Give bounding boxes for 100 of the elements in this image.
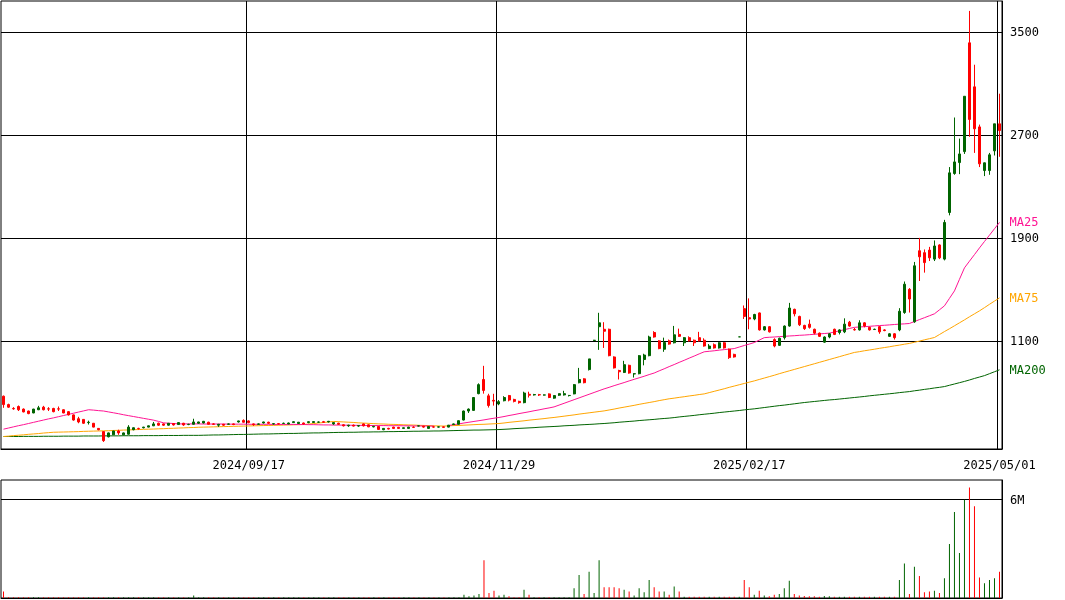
candlestick bbox=[372, 425, 375, 428]
candlestick bbox=[57, 406, 60, 412]
candlestick bbox=[382, 427, 385, 431]
candlestick bbox=[232, 423, 235, 426]
series-label: MA25 bbox=[1009, 215, 1039, 230]
candlestick bbox=[708, 343, 711, 350]
candlestick bbox=[798, 315, 801, 327]
candlestick bbox=[718, 341, 721, 350]
candlestick bbox=[47, 406, 50, 412]
candlestick bbox=[387, 427, 390, 430]
candlestick bbox=[668, 339, 671, 346]
candlestick bbox=[207, 421, 210, 426]
candlestick bbox=[447, 424, 450, 428]
candlestick bbox=[793, 308, 796, 317]
series-label: MA200 bbox=[1009, 362, 1046, 377]
candlestick bbox=[938, 243, 941, 260]
candlestick bbox=[963, 95, 966, 155]
series-label: MA75 bbox=[1009, 290, 1039, 305]
candlestick bbox=[923, 248, 926, 274]
candlestick bbox=[242, 418, 245, 424]
y-tick-label: 6M bbox=[1010, 492, 1025, 507]
candlestick bbox=[568, 394, 571, 397]
candlestick bbox=[908, 287, 911, 314]
candlestick bbox=[733, 353, 736, 359]
candlestick bbox=[412, 425, 415, 429]
candlestick bbox=[272, 422, 275, 426]
candlestick bbox=[953, 117, 956, 176]
candlestick bbox=[713, 342, 716, 350]
candlestick bbox=[442, 425, 445, 429]
candlestick bbox=[608, 328, 611, 357]
candlestick bbox=[508, 394, 511, 402]
candlestick bbox=[262, 421, 265, 425]
candlestick bbox=[813, 328, 816, 335]
candlestick bbox=[683, 336, 686, 347]
candlestick bbox=[688, 335, 691, 343]
candlestick bbox=[503, 395, 506, 402]
candlestick bbox=[663, 337, 666, 353]
candlestick bbox=[528, 391, 531, 399]
candlestick bbox=[367, 424, 370, 428]
candlestick bbox=[513, 398, 516, 403]
y-tick-label: 3500 bbox=[1010, 24, 1039, 39]
candlestick bbox=[142, 426, 145, 429]
candlestick bbox=[422, 425, 425, 429]
candlestick bbox=[477, 382, 480, 395]
candlestick bbox=[52, 407, 55, 413]
candlestick bbox=[728, 348, 731, 360]
candlestick bbox=[297, 421, 300, 425]
candlestick bbox=[252, 423, 255, 427]
candlestick bbox=[97, 427, 100, 431]
candlestick bbox=[187, 423, 190, 426]
candlestick bbox=[157, 422, 160, 427]
candlestick bbox=[327, 420, 330, 423]
candlestick bbox=[177, 421, 180, 426]
candlestick bbox=[558, 392, 561, 397]
candlestick bbox=[407, 426, 410, 430]
candlestick bbox=[768, 325, 771, 333]
candlestick bbox=[743, 304, 746, 320]
candlestick bbox=[87, 420, 90, 426]
candlestick bbox=[823, 335, 826, 344]
candlestick bbox=[758, 312, 761, 332]
candlestick bbox=[2, 395, 5, 409]
candlestick bbox=[337, 422, 340, 426]
candlestick bbox=[427, 425, 430, 430]
candlestick bbox=[462, 410, 465, 421]
candlestick bbox=[117, 429, 120, 436]
candlestick bbox=[17, 404, 20, 412]
candlestick bbox=[583, 377, 586, 384]
candlestick bbox=[302, 422, 305, 426]
x-tick-label: 2024/11/29 bbox=[462, 458, 536, 472]
candlestick bbox=[948, 166, 951, 216]
candlestick bbox=[903, 281, 906, 315]
candlestick bbox=[162, 423, 165, 427]
candlestick bbox=[853, 327, 856, 332]
candlestick bbox=[197, 421, 200, 425]
candlestick bbox=[72, 414, 75, 422]
candlestick bbox=[648, 335, 651, 357]
candlestick bbox=[933, 239, 936, 262]
candlestick bbox=[12, 406, 15, 411]
candlestick bbox=[147, 425, 150, 428]
candlestick bbox=[237, 420, 240, 424]
candlestick bbox=[763, 325, 766, 332]
candlestick bbox=[307, 420, 310, 424]
candlestick bbox=[212, 422, 215, 426]
candlestick bbox=[888, 332, 891, 338]
candlestick bbox=[523, 391, 526, 404]
candlestick bbox=[27, 410, 30, 415]
candlestick bbox=[603, 321, 606, 349]
candlestick bbox=[633, 372, 636, 379]
candlestick bbox=[287, 422, 290, 425]
candlestick bbox=[818, 331, 821, 338]
candlestick bbox=[723, 341, 726, 350]
candlestick bbox=[883, 328, 886, 332]
candlestick bbox=[152, 421, 155, 427]
candlestick bbox=[267, 421, 270, 425]
candlestick bbox=[678, 328, 681, 338]
candlestick bbox=[658, 339, 661, 350]
candlestick bbox=[292, 420, 295, 424]
candlestick bbox=[928, 246, 931, 262]
candlestick bbox=[538, 393, 541, 397]
candlestick bbox=[898, 307, 901, 332]
